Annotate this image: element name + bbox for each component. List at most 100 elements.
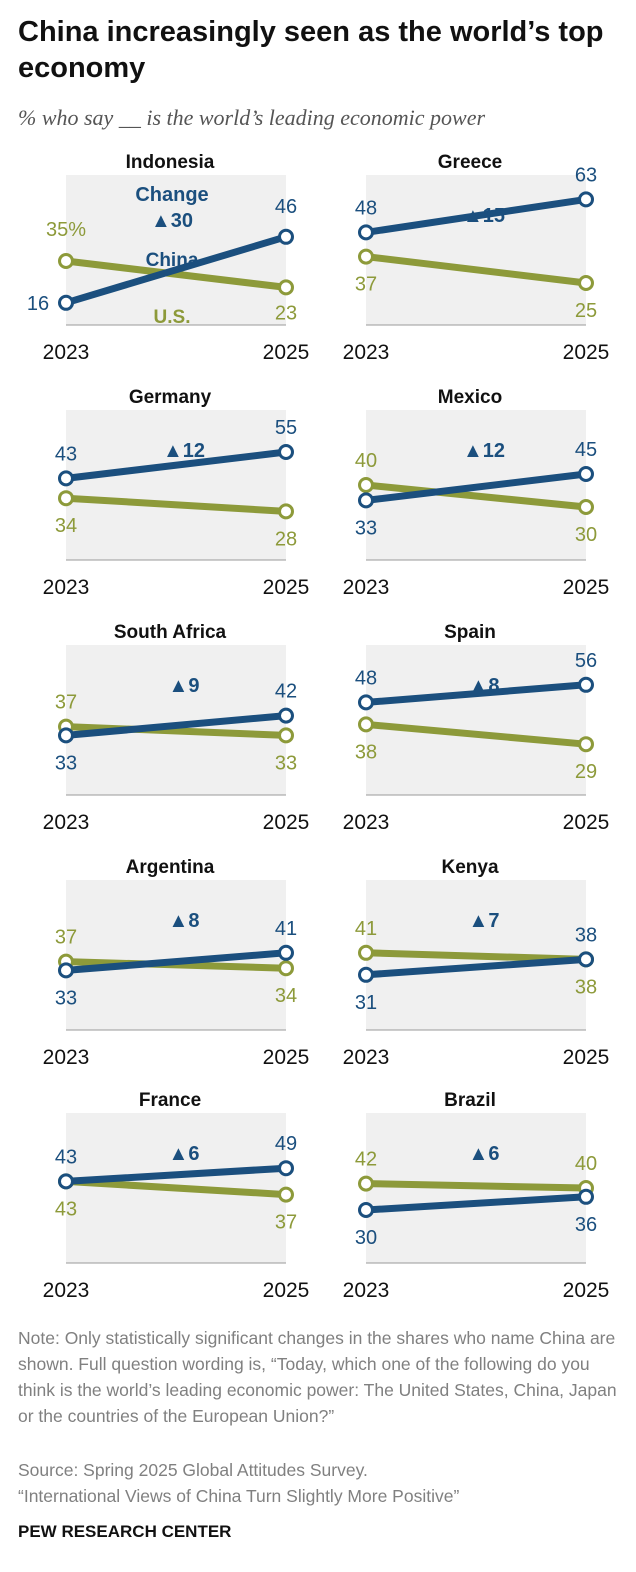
us-line-south-africa (62, 723, 290, 739)
us-line-spain (362, 720, 590, 748)
us-point-2023-greece (358, 248, 374, 265)
us-point-2025-mexico (578, 499, 594, 515)
china-point-2023-brazil (358, 1202, 374, 1218)
us-line-mexico (362, 481, 590, 511)
us-point-2023-indonesia (58, 253, 74, 269)
us-point-2025-argentina (278, 960, 294, 977)
x-tick-2025-brazil: 2025 (563, 1279, 610, 1302)
small-multiples-chart: Indonesia 16 35% 46 23 Change ▲30 China U.S. 2023… (27, 152, 610, 1302)
china-point-2025-greece (578, 191, 594, 208)
x-tick-2025-france: 2025 (263, 1279, 310, 1302)
china-point-2025-argentina (278, 944, 294, 961)
chart-note: Note: Only statistically significant cha… (18, 1328, 617, 1426)
china-value-label-2025-argentina: 41 (275, 918, 297, 940)
change-value-mexico: ▲12 (463, 440, 505, 462)
china-value-label-2023-brazil: 30 (355, 1227, 377, 1249)
x-tick-2023-spain: 2023 (343, 811, 390, 834)
china-point-2023-kenya (358, 966, 374, 983)
us-point-2025-spain (578, 736, 594, 753)
chart-subtitle: % who say __ is the world’s leading econ… (18, 105, 486, 130)
china-line-germany (62, 448, 290, 482)
china-line-france (62, 1164, 290, 1185)
us-value-label-2023-greece: 37 (355, 274, 377, 296)
panel-background-germany (66, 410, 286, 560)
us-value-label-2023-brazil: 42 (355, 1149, 377, 1171)
us-point-2023-germany (58, 490, 74, 507)
china-point-2025-brazil (578, 1188, 594, 1205)
country-name-france: France (139, 1090, 201, 1111)
panel-background-spain (366, 645, 586, 795)
x-tick-2023-south-africa: 2023 (43, 811, 90, 834)
x-tick-2025-germany: 2025 (263, 576, 310, 599)
country-name-south-africa: South Africa (114, 622, 227, 643)
us-value-label-2023-france: 43 (55, 1198, 77, 1220)
china-point-2023-mexico (358, 492, 374, 509)
china-value-label-2023-kenya: 31 (355, 992, 377, 1014)
china-value-label-2023-indonesia: 16 (27, 293, 49, 315)
us-value-label-2025-brazil: 40 (575, 1153, 597, 1175)
china-value-label-2023-germany: 43 (55, 443, 77, 465)
china-value-label-2023-mexico: 33 (355, 517, 377, 539)
china-value-label-2025-south-africa: 42 (275, 681, 297, 703)
us-value-label-2023-spain: 38 (355, 741, 377, 763)
us-value-label-2025-mexico: 30 (575, 524, 597, 546)
us-value-label-2023-south-africa: 37 (55, 692, 77, 714)
panel-background-greece (366, 175, 586, 325)
x-tick-2023-brazil: 2023 (343, 1279, 390, 1302)
china-line-greece (362, 195, 590, 236)
us-value-label-2025-france: 37 (275, 1212, 297, 1234)
chart-title: China increasingly seen as the world’s t… (18, 16, 604, 84)
change-value-argentina: ▲8 (169, 910, 200, 932)
us-value-label-2025-indonesia: 23 (275, 302, 297, 324)
china-point-2023-spain (358, 694, 374, 711)
x-tick-2025-spain: 2025 (563, 811, 610, 834)
china-point-2025-france (278, 1160, 294, 1177)
country-name-brazil: Brazil (444, 1090, 496, 1111)
change-value-brazil: ▲6 (469, 1143, 500, 1165)
change-value-spain: ▲8 (469, 675, 500, 697)
us-point-2025-greece (578, 275, 594, 291)
china-point-2025-kenya (578, 951, 594, 968)
us-line-france (62, 1177, 290, 1199)
country-name-mexico: Mexico (438, 387, 502, 408)
country-name-germany: Germany (129, 387, 212, 408)
us-line-germany (62, 494, 290, 515)
chart-source: Source: Spring 2025 Global Attitudes Sur… (18, 1457, 624, 1509)
china-line-south-africa (62, 712, 290, 739)
china-point-2025-spain (578, 676, 594, 693)
us-value-label-2025-argentina: 34 (275, 985, 297, 1007)
us-value-label-2025-greece: 25 (575, 300, 597, 322)
china-value-label-2025-greece: 63 (575, 164, 597, 186)
us-value-label-2025-germany: 28 (275, 528, 297, 550)
china-point-2023-indonesia (58, 294, 74, 311)
us-line-greece (362, 253, 590, 287)
us-line-brazil (362, 1180, 590, 1192)
us-value-label-2025-kenya: 38 (575, 976, 597, 998)
brand-logo-text: PEW RESEARCH CENTER (18, 1522, 232, 1541)
us-value-label-2023-kenya: 41 (355, 918, 377, 940)
x-tick-2025-greece: 2025 (563, 341, 610, 364)
us-series-label: U.S. (154, 307, 191, 328)
x-tick-2025-argentina: 2025 (263, 1046, 310, 1069)
us-point-2025-indonesia (278, 279, 294, 296)
china-line-argentina (62, 949, 290, 974)
china-value-label-2025-france: 49 (275, 1133, 297, 1155)
us-point-2023-kenya (358, 944, 374, 961)
us-point-2025-france (278, 1186, 294, 1203)
us-line-kenya (362, 949, 590, 963)
us-point-2025-germany (278, 503, 294, 520)
china-line-brazil (362, 1193, 590, 1214)
china-value-label-2023-spain: 48 (355, 667, 377, 689)
china-value-label-2023-greece: 48 (355, 197, 377, 219)
china-value-label-2025-germany: 55 (275, 417, 297, 439)
country-name-greece: Greece (438, 152, 502, 173)
change-legend-label: Change (135, 184, 208, 206)
us-point-2023-brazil (358, 1175, 374, 1192)
change-value-indonesia: ▲30 (151, 210, 193, 232)
us-value-label-2023-mexico: 40 (355, 450, 377, 472)
us-value-label-2023-germany: 34 (55, 515, 77, 537)
china-value-label-2025-brazil: 36 (575, 1214, 597, 1236)
x-tick-2023-mexico: 2023 (343, 576, 390, 599)
us-point-2023-spain (358, 716, 374, 733)
us-value-label-2025-spain: 29 (575, 761, 597, 783)
